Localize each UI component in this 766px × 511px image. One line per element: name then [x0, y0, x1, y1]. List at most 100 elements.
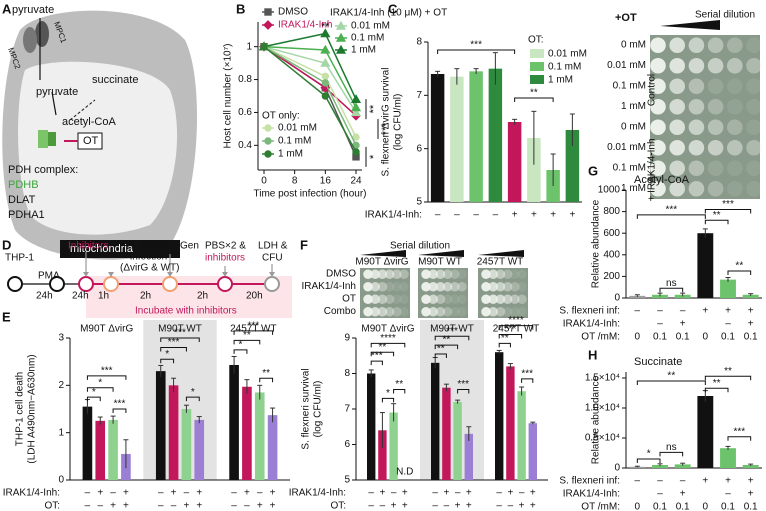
sig-bracket: [659, 451, 684, 457]
row-sign: +: [123, 488, 129, 499]
row-label: IRAK1/4-Inh:: [3, 488, 60, 499]
spot: [370, 282, 380, 292]
legend-label: 0.1 mM: [278, 136, 311, 147]
row-sign: –: [244, 501, 250, 511]
spot: [399, 269, 409, 279]
bar: [697, 396, 714, 468]
spot: [517, 269, 527, 279]
spot: [669, 57, 685, 74]
row-sign: –: [368, 501, 374, 511]
row-sign: +: [725, 476, 731, 487]
marker: [335, 32, 347, 42]
bar: [720, 448, 736, 468]
row-sign: +: [466, 501, 472, 511]
sig-bracket: [112, 408, 127, 413]
row-sign: –: [725, 319, 731, 330]
spot: [746, 57, 762, 74]
spot: [488, 282, 498, 292]
bar: [720, 279, 736, 298]
row-sign: –: [657, 476, 663, 487]
significance: **: [713, 378, 721, 389]
y-tick-label: 1000: [598, 185, 621, 196]
significance: ***: [470, 40, 482, 51]
spot: [457, 282, 467, 292]
spot: [727, 139, 743, 156]
group-shade: [143, 320, 217, 480]
row-label: IRAK1/4-Inh:: [365, 210, 422, 221]
sig-bracket: [727, 270, 752, 275]
spot: [650, 98, 666, 115]
marker: [264, 8, 272, 16]
row-sign: –: [380, 501, 386, 511]
spot: [727, 180, 743, 197]
spot: [669, 119, 685, 136]
significance: ***: [733, 426, 745, 437]
significance: ***: [371, 351, 383, 362]
dilution-wedge: [418, 250, 464, 257]
x-tick-label: 0: [261, 176, 267, 187]
spot: [650, 78, 666, 95]
bar: [742, 465, 759, 468]
spots-row: OT: [342, 294, 356, 305]
row-sign: –: [184, 488, 190, 499]
significance: ****: [380, 333, 396, 344]
spot: [495, 269, 506, 279]
legend-label: 1 mM: [548, 75, 573, 86]
row-label: S. flexneri inf:: [559, 306, 620, 317]
sig-bracket: [498, 342, 511, 348]
sig-bracket: [434, 335, 470, 341]
row-sign: –: [158, 501, 164, 511]
row-sign: –: [435, 210, 441, 221]
spot: [510, 282, 520, 292]
row-sign: +: [530, 501, 536, 511]
spots-row: 0 mM: [621, 122, 646, 133]
spot: [384, 269, 395, 279]
y-axis-label: Relative abundance: [591, 375, 602, 464]
spots-group: Control: [647, 74, 658, 106]
sig-bracket: [514, 97, 554, 102]
spot: [435, 282, 446, 292]
row-sign: –: [725, 489, 731, 500]
row-sign: +: [702, 306, 708, 317]
spot: [669, 180, 685, 197]
significance: **: [379, 342, 387, 353]
spot: [384, 294, 395, 304]
row-sign: 0.1: [721, 332, 735, 343]
row-sign: –: [97, 501, 103, 511]
panel-letter: G: [588, 163, 598, 178]
legend-swatch: [530, 75, 544, 84]
row-sign: –: [496, 488, 502, 499]
diagram-label: 24h: [72, 291, 89, 302]
row-sign: –: [110, 488, 116, 499]
y-tick-label: 3: [58, 333, 64, 344]
significance: ns: [666, 278, 677, 289]
row-sign: +: [171, 488, 177, 499]
row-sign: +: [391, 501, 397, 511]
sig-bracket: [86, 375, 127, 380]
diagram-label: CFU: [262, 253, 283, 264]
spot: [650, 57, 666, 74]
spot: [502, 282, 513, 292]
row-sign: –: [519, 488, 525, 499]
spots-row: 0 mM: [621, 40, 646, 51]
spot: [707, 180, 724, 197]
y-axis-label: Relative abundance: [591, 199, 602, 288]
row-sign: +: [748, 319, 754, 330]
sig-bracket: [636, 380, 706, 385]
marker: [263, 20, 273, 30]
spot: [421, 269, 431, 279]
row-sign: –: [158, 488, 164, 499]
spot: [392, 282, 402, 292]
sig-bracket: [185, 396, 200, 402]
spot: [450, 307, 460, 317]
x-tick-label: 16: [320, 176, 332, 187]
sig-bracket: [498, 325, 534, 330]
y-tick-label: 6: [416, 143, 422, 154]
y-tick-label: 0: [614, 293, 620, 304]
y-tick-label: 600: [603, 228, 620, 239]
significance: *: [368, 154, 380, 159]
spot: [727, 98, 743, 115]
legend-swatch: [530, 49, 544, 58]
row-sign: 0: [703, 332, 709, 343]
